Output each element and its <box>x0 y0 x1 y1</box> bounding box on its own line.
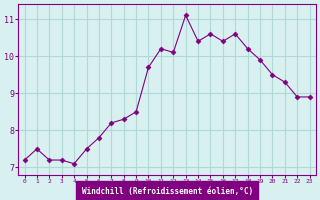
X-axis label: Windchill (Refroidissement éolien,°C): Windchill (Refroidissement éolien,°C) <box>82 187 253 196</box>
